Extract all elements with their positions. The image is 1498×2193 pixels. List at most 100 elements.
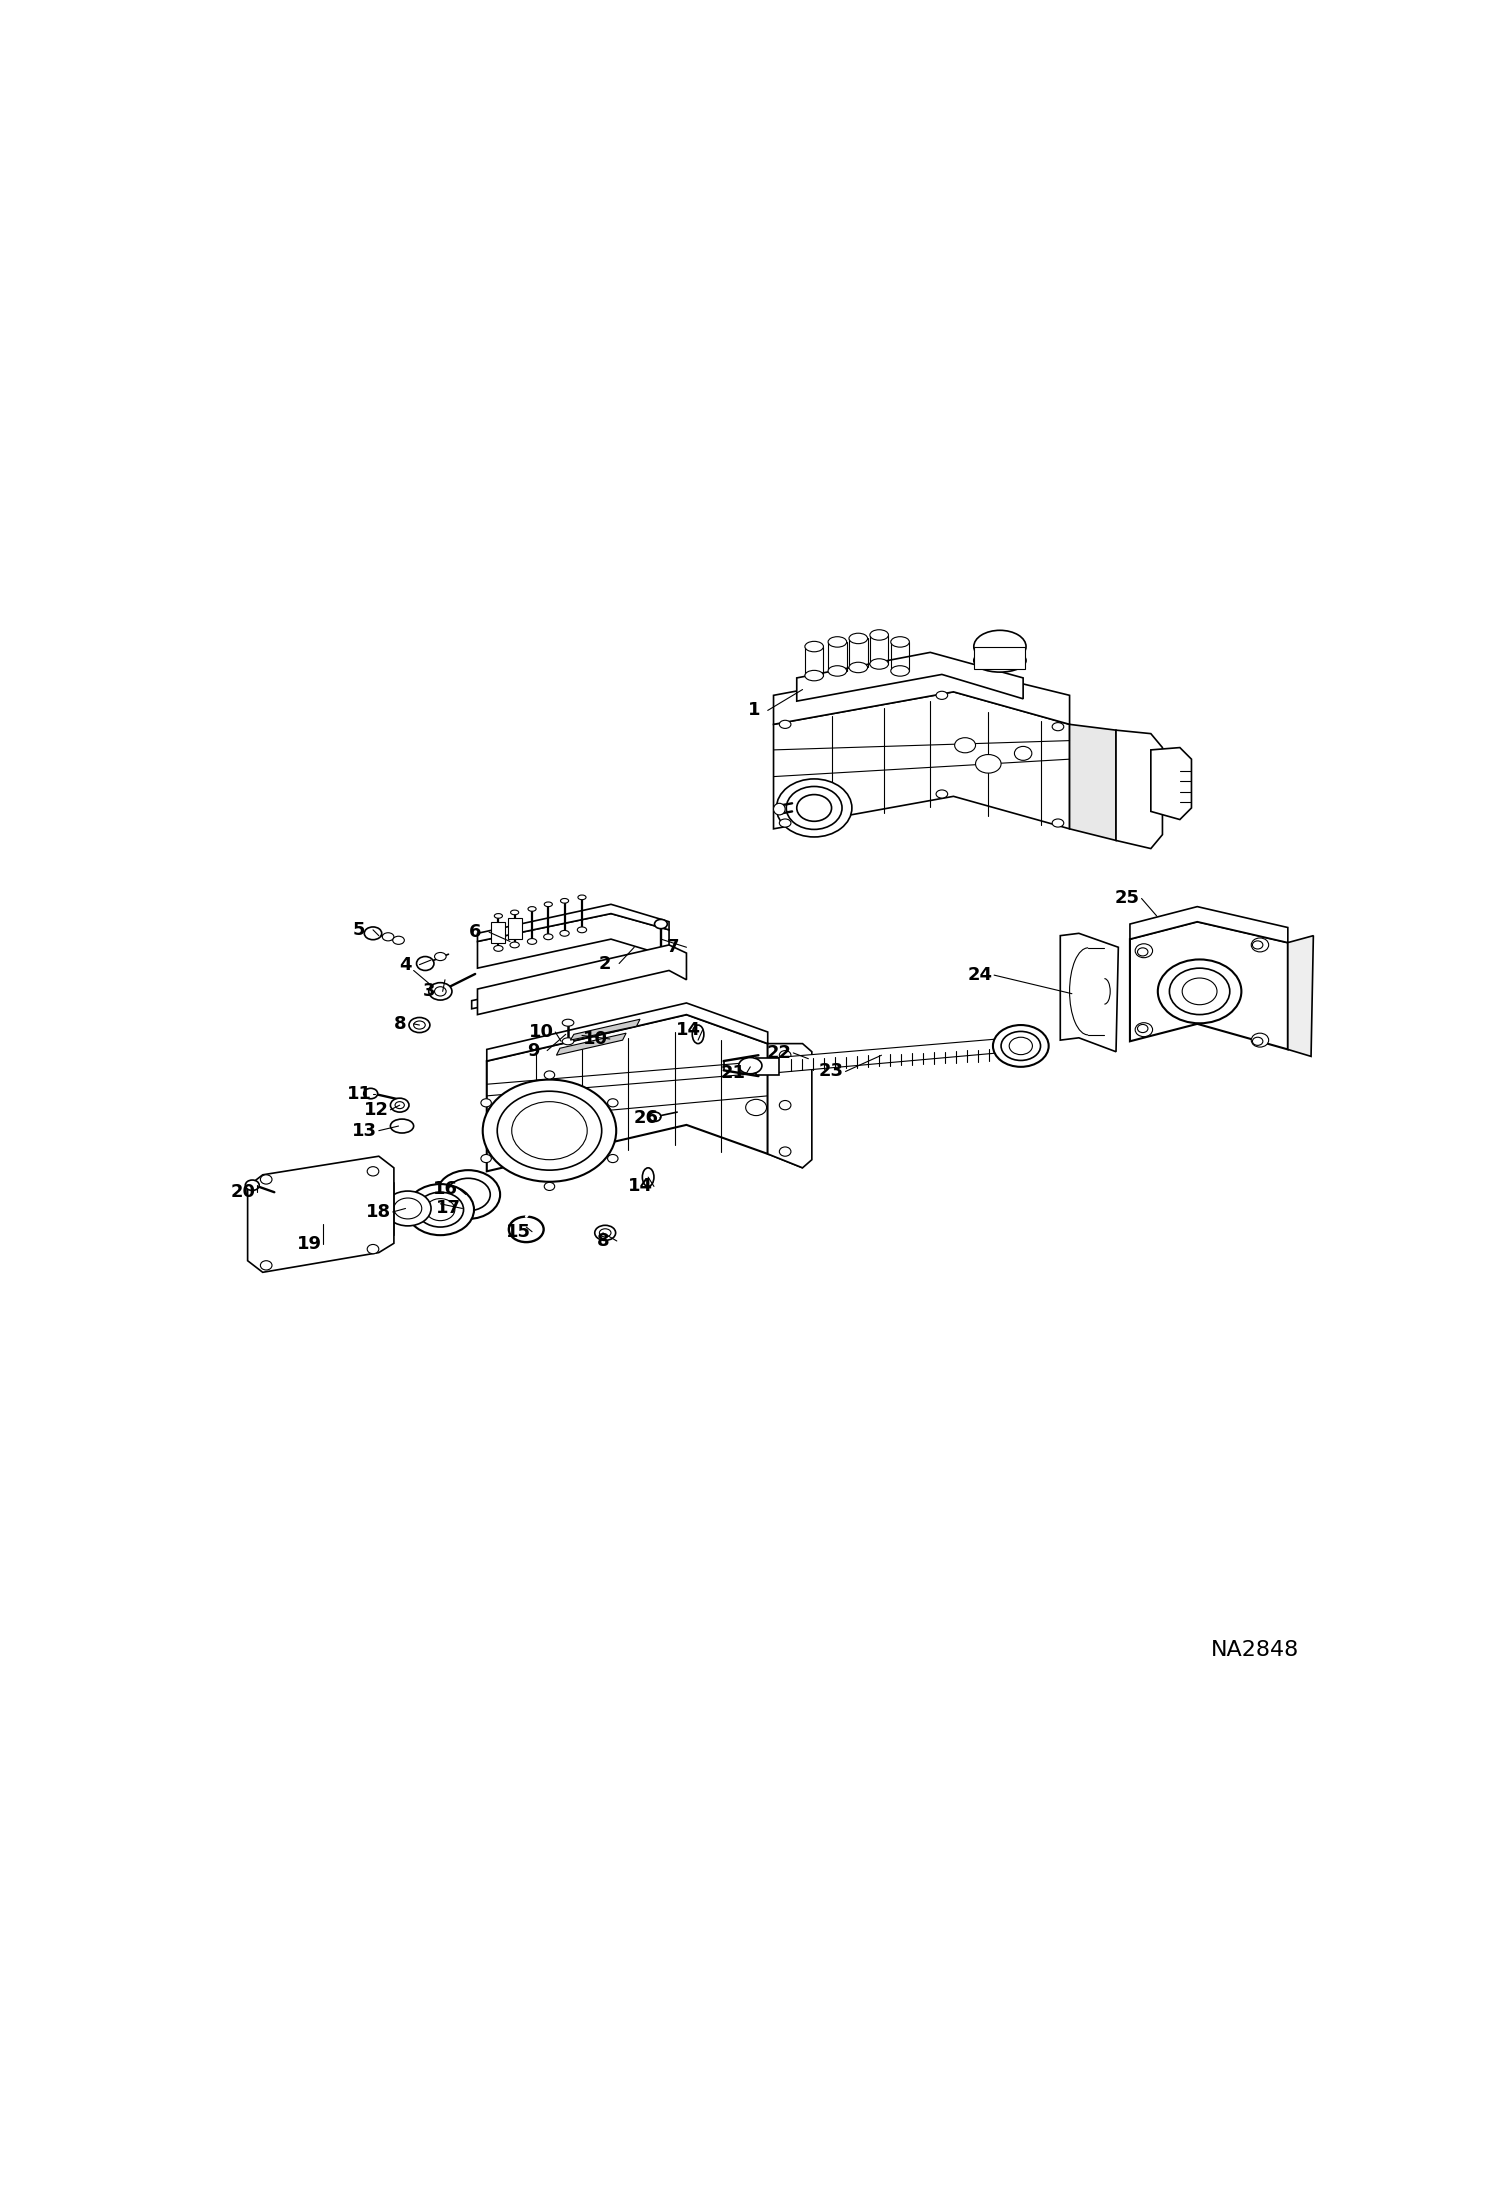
- Text: 16: 16: [433, 1180, 457, 1197]
- Ellipse shape: [509, 943, 520, 947]
- Ellipse shape: [936, 789, 948, 798]
- Text: 22: 22: [767, 1044, 792, 1061]
- Polygon shape: [1129, 906, 1288, 943]
- Ellipse shape: [954, 737, 975, 752]
- Ellipse shape: [434, 987, 446, 996]
- Ellipse shape: [406, 1184, 473, 1235]
- Polygon shape: [247, 1156, 394, 1272]
- Polygon shape: [777, 1037, 1011, 1072]
- Text: 19: 19: [297, 1235, 322, 1254]
- Text: 23: 23: [819, 1061, 843, 1081]
- Text: 18: 18: [366, 1204, 391, 1222]
- Text: 7: 7: [667, 939, 679, 956]
- Ellipse shape: [1252, 941, 1263, 950]
- Text: 26: 26: [634, 1110, 658, 1127]
- Ellipse shape: [481, 1154, 491, 1162]
- Text: 8: 8: [596, 1232, 610, 1250]
- Polygon shape: [487, 1015, 767, 1171]
- Text: 9: 9: [527, 1042, 539, 1059]
- Ellipse shape: [786, 787, 842, 829]
- Ellipse shape: [974, 649, 1026, 671]
- Ellipse shape: [367, 1167, 379, 1175]
- Ellipse shape: [891, 636, 909, 647]
- Ellipse shape: [1182, 978, 1216, 1004]
- Ellipse shape: [936, 691, 948, 700]
- Ellipse shape: [482, 1079, 616, 1182]
- Ellipse shape: [993, 1024, 1049, 1066]
- Ellipse shape: [416, 956, 434, 971]
- Ellipse shape: [560, 930, 569, 936]
- Text: NA2848: NA2848: [1212, 1640, 1299, 1660]
- Ellipse shape: [975, 754, 1001, 774]
- Ellipse shape: [544, 1182, 554, 1191]
- Ellipse shape: [446, 1178, 490, 1211]
- Ellipse shape: [779, 719, 791, 728]
- Ellipse shape: [578, 895, 586, 899]
- Ellipse shape: [409, 1018, 430, 1033]
- Ellipse shape: [849, 634, 867, 645]
- Ellipse shape: [497, 1092, 602, 1171]
- Ellipse shape: [367, 1243, 379, 1254]
- Text: 14: 14: [628, 1178, 653, 1195]
- Bar: [491, 921, 505, 943]
- Ellipse shape: [370, 1235, 380, 1243]
- Ellipse shape: [370, 1175, 380, 1184]
- Ellipse shape: [746, 1099, 767, 1116]
- Text: 13: 13: [352, 1121, 377, 1140]
- Ellipse shape: [261, 1175, 273, 1184]
- Ellipse shape: [385, 1191, 431, 1226]
- Ellipse shape: [870, 658, 888, 669]
- Ellipse shape: [392, 936, 404, 945]
- Polygon shape: [1288, 936, 1314, 1057]
- Ellipse shape: [1014, 746, 1032, 761]
- Text: 1: 1: [748, 702, 759, 719]
- Ellipse shape: [828, 636, 846, 647]
- Ellipse shape: [425, 1200, 455, 1222]
- Ellipse shape: [779, 1147, 791, 1156]
- Ellipse shape: [773, 803, 785, 816]
- Text: 2: 2: [599, 954, 611, 971]
- Ellipse shape: [779, 818, 791, 827]
- Ellipse shape: [1137, 947, 1147, 956]
- Text: 21: 21: [721, 1064, 746, 1081]
- Ellipse shape: [494, 945, 503, 952]
- Ellipse shape: [544, 901, 553, 906]
- Ellipse shape: [391, 1099, 409, 1112]
- Text: 17: 17: [436, 1200, 461, 1217]
- Ellipse shape: [776, 779, 852, 838]
- Polygon shape: [773, 691, 1070, 829]
- Ellipse shape: [1137, 1024, 1147, 1033]
- Text: 14: 14: [676, 1020, 701, 1039]
- Ellipse shape: [324, 1208, 345, 1224]
- Text: 11: 11: [346, 1086, 372, 1103]
- Ellipse shape: [1170, 967, 1230, 1015]
- Ellipse shape: [527, 939, 536, 945]
- Text: 10: 10: [529, 1022, 554, 1042]
- Ellipse shape: [1052, 724, 1064, 730]
- Polygon shape: [767, 1044, 812, 1169]
- Polygon shape: [487, 1002, 767, 1061]
- Ellipse shape: [436, 1171, 500, 1219]
- Ellipse shape: [364, 928, 382, 941]
- Text: 10: 10: [583, 1031, 608, 1048]
- Text: 4: 4: [400, 956, 412, 974]
- Ellipse shape: [739, 1057, 762, 1075]
- Ellipse shape: [318, 1202, 352, 1228]
- Bar: [508, 919, 521, 939]
- Ellipse shape: [527, 906, 536, 912]
- Polygon shape: [1150, 748, 1191, 820]
- Text: 24: 24: [968, 967, 993, 985]
- Ellipse shape: [1010, 1037, 1032, 1055]
- Text: 6: 6: [469, 923, 481, 941]
- Ellipse shape: [562, 1037, 574, 1044]
- Ellipse shape: [288, 1250, 300, 1259]
- Ellipse shape: [1135, 943, 1152, 958]
- Ellipse shape: [595, 1226, 616, 1241]
- Polygon shape: [1116, 730, 1162, 849]
- Ellipse shape: [481, 1099, 491, 1107]
- Ellipse shape: [804, 640, 824, 651]
- Ellipse shape: [512, 1101, 587, 1160]
- Ellipse shape: [974, 629, 1026, 662]
- Polygon shape: [773, 664, 1070, 724]
- Ellipse shape: [544, 1070, 554, 1079]
